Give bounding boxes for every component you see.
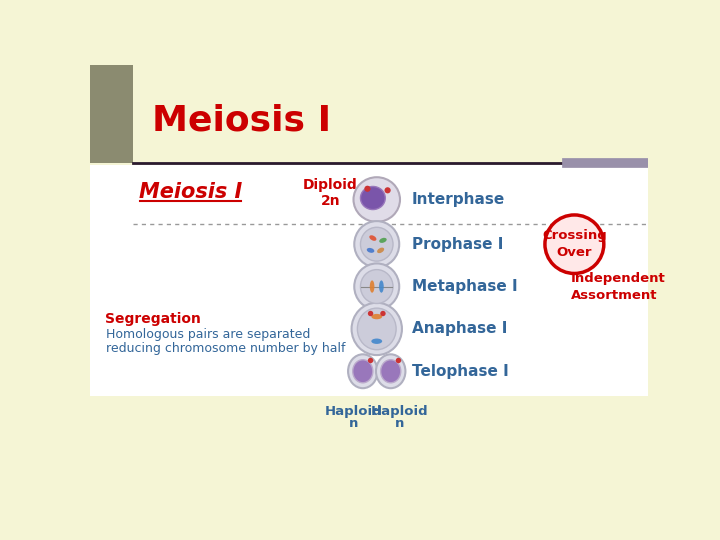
Ellipse shape	[369, 235, 377, 241]
Text: Anaphase I: Anaphase I	[412, 321, 507, 336]
Text: Interphase: Interphase	[412, 192, 505, 207]
Ellipse shape	[377, 248, 384, 253]
Ellipse shape	[370, 280, 374, 293]
Ellipse shape	[361, 227, 393, 261]
Ellipse shape	[361, 186, 385, 210]
Text: Haploid: Haploid	[325, 405, 382, 418]
Bar	[90, 165, 648, 396]
Circle shape	[368, 358, 373, 363]
Ellipse shape	[381, 360, 401, 383]
Text: Prophase I: Prophase I	[412, 237, 503, 252]
Text: Homologous pairs are separated: Homologous pairs are separated	[106, 328, 310, 341]
Text: Segregation: Segregation	[106, 312, 202, 326]
Ellipse shape	[354, 221, 399, 267]
Ellipse shape	[351, 303, 402, 355]
Ellipse shape	[376, 354, 405, 388]
Bar	[90, 396, 648, 481]
Text: Independent
Assortment: Independent Assortment	[570, 272, 665, 301]
Ellipse shape	[379, 280, 384, 293]
Bar	[90, 65, 648, 163]
Text: Haploid: Haploid	[372, 405, 429, 418]
Circle shape	[364, 186, 371, 192]
Circle shape	[545, 215, 604, 273]
Text: Metaphase I: Metaphase I	[412, 279, 517, 294]
Text: Meiosis I: Meiosis I	[139, 182, 243, 202]
Text: Meiosis I: Meiosis I	[152, 103, 331, 137]
Ellipse shape	[354, 177, 400, 222]
Text: Crossing
Over: Crossing Over	[542, 229, 607, 259]
Circle shape	[380, 311, 386, 316]
Text: Telophase I: Telophase I	[412, 364, 508, 379]
Ellipse shape	[361, 269, 393, 303]
Ellipse shape	[357, 308, 396, 350]
Circle shape	[384, 187, 391, 193]
Ellipse shape	[372, 314, 382, 319]
Ellipse shape	[348, 354, 377, 388]
Ellipse shape	[353, 360, 373, 383]
Text: n: n	[395, 417, 405, 430]
Ellipse shape	[372, 339, 382, 344]
Text: Diploid
2n: Diploid 2n	[303, 178, 358, 208]
Text: reducing chromosome number by half: reducing chromosome number by half	[106, 342, 345, 355]
Ellipse shape	[366, 248, 374, 253]
Ellipse shape	[354, 264, 399, 309]
Ellipse shape	[379, 238, 387, 243]
Text: n: n	[348, 417, 358, 430]
Circle shape	[396, 358, 401, 363]
Circle shape	[368, 311, 373, 316]
Bar	[90, 65, 132, 163]
